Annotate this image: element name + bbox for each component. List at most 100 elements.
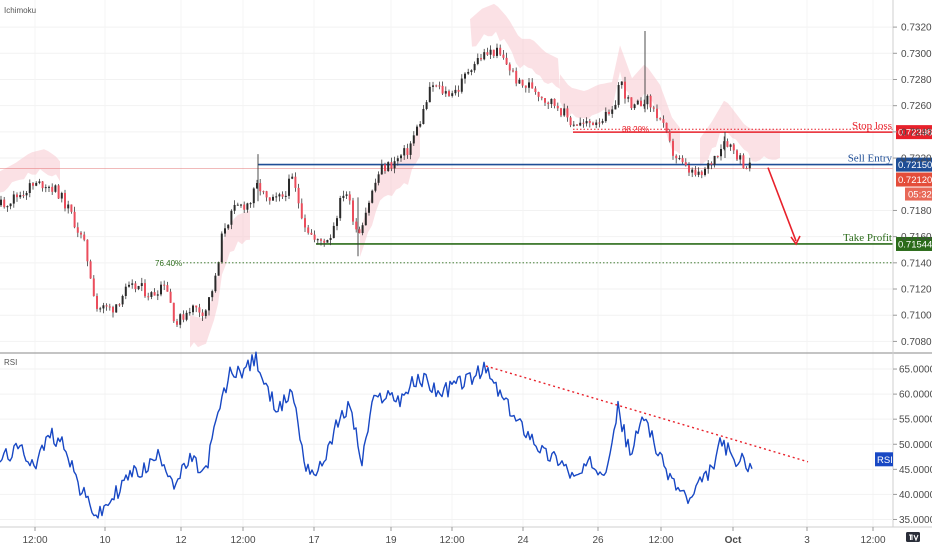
- candle-body[interactable]: [281, 194, 284, 197]
- candle-body[interactable]: [428, 86, 431, 103]
- price-candles[interactable]: [0, 31, 751, 329]
- candle-body[interactable]: [387, 162, 390, 171]
- candle-body[interactable]: [364, 212, 367, 226]
- candle-body[interactable]: [121, 295, 124, 305]
- candle-body[interactable]: [233, 204, 236, 211]
- candle-body[interactable]: [384, 164, 386, 171]
- candle-body[interactable]: [681, 158, 684, 163]
- candle-body[interactable]: [636, 100, 639, 105]
- candle-body[interactable]: [630, 97, 633, 109]
- candle-body[interactable]: [652, 107, 655, 109]
- candle-body[interactable]: [694, 169, 697, 175]
- candle-body[interactable]: [518, 79, 521, 84]
- candle-body[interactable]: [678, 158, 681, 160]
- candle-body[interactable]: [582, 122, 585, 124]
- candle-body[interactable]: [432, 85, 434, 87]
- candle-body[interactable]: [748, 162, 751, 169]
- candle-body[interactable]: [457, 89, 460, 92]
- candle-body[interactable]: [422, 108, 425, 124]
- candle-body[interactable]: [659, 118, 662, 120]
- candle-body[interactable]: [176, 321, 178, 325]
- candle-body[interactable]: [688, 165, 690, 173]
- candle-body[interactable]: [726, 141, 729, 147]
- rsi-pane[interactable]: RSI: [0, 351, 893, 520]
- candle-body[interactable]: [19, 195, 22, 198]
- candle-body[interactable]: [336, 218, 338, 226]
- candle-body[interactable]: [435, 85, 438, 87]
- candle-body[interactable]: [489, 49, 492, 55]
- candle-body[interactable]: [259, 183, 262, 192]
- candle-body[interactable]: [246, 203, 249, 210]
- candle-body[interactable]: [476, 58, 479, 64]
- candle-body[interactable]: [390, 162, 393, 169]
- candle-body[interactable]: [675, 155, 678, 159]
- candle-body[interactable]: [406, 148, 409, 155]
- candle-body[interactable]: [624, 81, 626, 99]
- candle-body[interactable]: [64, 192, 66, 209]
- candle-body[interactable]: [668, 131, 671, 141]
- candle-body[interactable]: [563, 108, 566, 116]
- candle-body[interactable]: [102, 305, 105, 309]
- candle-body[interactable]: [521, 79, 524, 86]
- candle-body[interactable]: [633, 104, 636, 109]
- candle-body[interactable]: [524, 85, 527, 88]
- candle-body[interactable]: [380, 164, 383, 175]
- candle-body[interactable]: [611, 109, 614, 114]
- candle-body[interactable]: [150, 292, 153, 297]
- candle-body[interactable]: [163, 284, 166, 286]
- candle-body[interactable]: [643, 104, 646, 107]
- candle-body[interactable]: [656, 108, 658, 119]
- candle-body[interactable]: [294, 176, 297, 188]
- candle-body[interactable]: [454, 89, 457, 94]
- candle-body[interactable]: [483, 52, 486, 60]
- candle-body[interactable]: [515, 70, 518, 84]
- candle-body[interactable]: [508, 64, 511, 71]
- candle-body[interactable]: [486, 52, 489, 55]
- candle-body[interactable]: [32, 183, 34, 186]
- candle-body[interactable]: [448, 91, 450, 96]
- candle-body[interactable]: [275, 196, 278, 198]
- candle-body[interactable]: [374, 182, 377, 191]
- candle-body[interactable]: [3, 199, 6, 208]
- candle-body[interactable]: [700, 171, 703, 175]
- time-axis[interactable]: 12:00 10 12 12:00 17 19 12:00 24 26 12:00 Oct 3 12:0…: [22, 527, 886, 546]
- candle-body[interactable]: [195, 305, 198, 308]
- candle-body[interactable]: [691, 169, 694, 173]
- candle-body[interactable]: [716, 155, 719, 157]
- candle-body[interactable]: [438, 85, 441, 87]
- candle-body[interactable]: [556, 105, 559, 109]
- candle-body[interactable]: [105, 305, 108, 307]
- candle-body[interactable]: [528, 82, 530, 88]
- candle-body[interactable]: [265, 191, 268, 198]
- candle-body[interactable]: [640, 100, 642, 107]
- candle-body[interactable]: [377, 174, 380, 183]
- candle-body[interactable]: [480, 58, 482, 60]
- candle-body[interactable]: [345, 194, 348, 196]
- candle-body[interactable]: [28, 183, 31, 193]
- candle-body[interactable]: [262, 191, 265, 193]
- candle-body[interactable]: [512, 70, 514, 72]
- candle-body[interactable]: [732, 144, 735, 151]
- candle-body[interactable]: [342, 195, 345, 198]
- candle-body[interactable]: [118, 304, 121, 306]
- candle-body[interactable]: [99, 308, 102, 310]
- candle-body[interactable]: [208, 297, 210, 311]
- candle-body[interactable]: [38, 181, 41, 183]
- candle-body[interactable]: [332, 225, 335, 238]
- candle-body[interactable]: [140, 283, 143, 287]
- candle-body[interactable]: [361, 225, 364, 234]
- candle-body[interactable]: [441, 85, 444, 94]
- candle-body[interactable]: [182, 314, 185, 320]
- candle-body[interactable]: [288, 178, 290, 196]
- candle-body[interactable]: [745, 168, 748, 170]
- candle-body[interactable]: [128, 284, 130, 287]
- candle-body[interactable]: [115, 304, 118, 313]
- candle-body[interactable]: [268, 197, 271, 201]
- candle-body[interactable]: [713, 155, 716, 165]
- candle-body[interactable]: [147, 296, 150, 298]
- candle-body[interactable]: [358, 229, 361, 234]
- candle-body[interactable]: [451, 93, 454, 96]
- candle-body[interactable]: [230, 210, 233, 225]
- candle-body[interactable]: [169, 291, 172, 303]
- candle-body[interactable]: [12, 194, 15, 204]
